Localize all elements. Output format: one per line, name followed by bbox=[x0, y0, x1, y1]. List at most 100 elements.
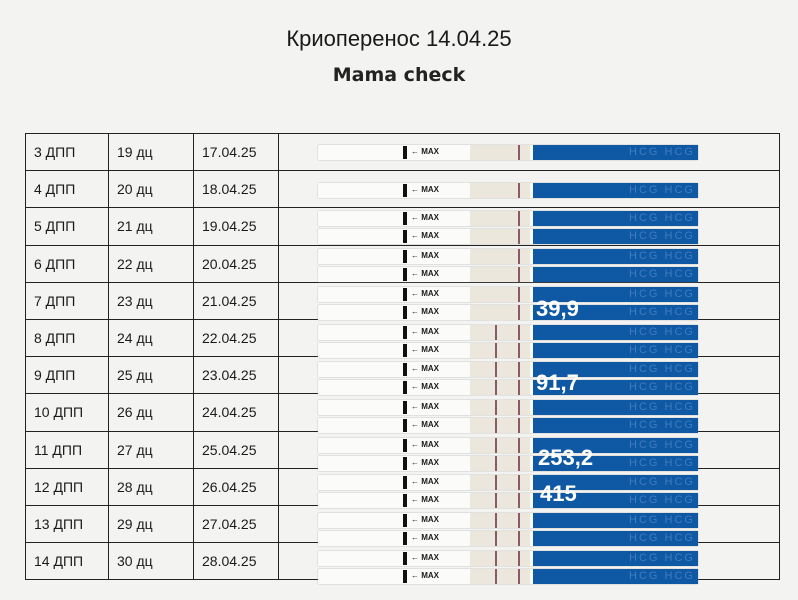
strip-brand-text: HCG HCG HCG HCG HCG HCG bbox=[629, 494, 697, 507]
test-strip: ← MAX HCG HCG HCG HCG HCG HCG bbox=[318, 455, 698, 471]
max-label: ← MAX bbox=[411, 344, 439, 354]
max-label: ← MAX bbox=[411, 213, 439, 223]
cell-dpp: 5 ДПП bbox=[25, 207, 109, 246]
test-line bbox=[495, 568, 497, 584]
strip-brand-text: HCG HCG HCG HCG HCG HCG bbox=[629, 569, 697, 582]
strip-handle: HCG HCG HCG HCG HCG HCG bbox=[533, 211, 698, 227]
cell-date: 24.04.25 bbox=[193, 393, 279, 432]
result-window bbox=[470, 304, 530, 320]
result-window bbox=[470, 211, 530, 227]
cell-dc: 20 дц bbox=[108, 170, 194, 209]
test-line bbox=[495, 455, 497, 471]
strip-brand-text: HCG HCG HCG HCG HCG HCG bbox=[629, 400, 697, 413]
test-line bbox=[495, 437, 497, 453]
max-label: ← MAX bbox=[411, 269, 439, 279]
test-line bbox=[495, 324, 497, 340]
cell-dc: 27 дц bbox=[108, 430, 194, 469]
strip-brand-text: HCG HCG HCG HCG HCG HCG bbox=[629, 418, 697, 431]
strip-handle: HCG HCG HCG HCG HCG HCG bbox=[533, 342, 698, 358]
strip-handle: HCG HCG HCG HCG HCG HCG bbox=[533, 286, 698, 302]
test-strip: ← MAX HCG HCG HCG HCG HCG HCG bbox=[318, 513, 698, 528]
test-line bbox=[495, 342, 497, 358]
control-line bbox=[518, 145, 520, 160]
strip-brand-text: HCG HCG HCG HCG HCG HCG bbox=[629, 325, 697, 338]
test-line bbox=[495, 513, 497, 528]
strip-brand-text: HCG HCG HCG HCG HCG HCG bbox=[629, 363, 697, 376]
test-line bbox=[495, 531, 497, 546]
max-band bbox=[403, 268, 407, 282]
result-window bbox=[470, 493, 530, 509]
test-strip: ← MAX HCG HCG HCG HCG HCG HCG bbox=[318, 417, 698, 433]
strip-brand-text: HCG HCG HCG HCG HCG HCG bbox=[629, 343, 697, 356]
result-window bbox=[470, 513, 530, 528]
result-window bbox=[470, 399, 530, 415]
max-band bbox=[403, 551, 407, 565]
cell-date: 23.04.25 bbox=[193, 356, 279, 395]
hcg-annotation: 415 bbox=[540, 481, 577, 506]
strip-handle: HCG HCG HCG HCG HCG HCG bbox=[533, 475, 698, 491]
cell-date: 28.04.25 bbox=[193, 542, 279, 581]
test-line bbox=[495, 380, 497, 396]
control-line bbox=[518, 267, 520, 283]
strip-handle: HCG HCG HCG HCG HCG HCG bbox=[533, 417, 698, 433]
max-band bbox=[403, 305, 407, 319]
control-line bbox=[518, 493, 520, 509]
result-window bbox=[470, 531, 530, 546]
control-line bbox=[518, 568, 520, 584]
strip-handle: HCG HCG HCG HCG HCG HCG bbox=[533, 304, 698, 320]
max-label: ← MAX bbox=[411, 477, 439, 487]
result-window bbox=[470, 267, 530, 283]
test-strip: ← MAX HCG HCG HCG HCG HCG HCG bbox=[318, 362, 698, 378]
strip-handle: HCG HCG HCG HCG HCG HCG bbox=[533, 550, 698, 566]
cell-dpp: 6 ДПП bbox=[25, 244, 109, 283]
max-band bbox=[403, 456, 407, 470]
test-strip: ← MAX HCG HCG HCG HCG HCG HCG bbox=[318, 286, 698, 302]
result-window bbox=[470, 145, 530, 160]
cell-dc: 28 дц bbox=[108, 467, 194, 506]
test-strip: ← MAX HCG HCG HCG HCG HCG HCG bbox=[318, 229, 698, 245]
max-label: ← MAX bbox=[411, 184, 439, 194]
strip-handle: HCG HCG HCG HCG HCG HCG bbox=[533, 362, 698, 378]
control-line bbox=[518, 417, 520, 433]
max-band bbox=[403, 514, 407, 527]
strip-handle: HCG HCG HCG HCG HCG HCG bbox=[533, 182, 698, 198]
strip-handle: HCG HCG HCG HCG HCG HCG bbox=[533, 493, 698, 509]
cell-date: 19.04.25 bbox=[193, 207, 279, 246]
cell-dpp: 13 ДПП bbox=[25, 504, 109, 544]
cell-date: 21.04.25 bbox=[193, 281, 279, 320]
control-line bbox=[518, 229, 520, 245]
test-strip: ← MAX HCG HCG HCG HCG HCG HCG bbox=[318, 304, 698, 320]
result-window bbox=[470, 475, 530, 491]
result-window bbox=[470, 380, 530, 396]
strip-brand-text: HCG HCG HCG HCG HCG HCG bbox=[629, 514, 697, 526]
test-strip: ← MAX HCG HCG HCG HCG HCG HCG bbox=[318, 399, 698, 415]
result-window bbox=[470, 455, 530, 471]
strip-brand-text: HCG HCG HCG HCG HCG HCG bbox=[629, 551, 697, 564]
control-line bbox=[518, 513, 520, 528]
cell-date: 17.04.25 bbox=[193, 132, 279, 172]
cell-dc: 25 дц bbox=[108, 356, 194, 395]
max-label: ← MAX bbox=[411, 382, 439, 392]
control-line bbox=[518, 304, 520, 320]
cell-dpp: 8 ДПП bbox=[25, 318, 109, 358]
max-label: ← MAX bbox=[411, 515, 439, 524]
max-band bbox=[403, 381, 407, 395]
control-line bbox=[518, 342, 520, 358]
control-line bbox=[518, 324, 520, 340]
max-label: ← MAX bbox=[411, 457, 439, 467]
control-line bbox=[518, 249, 520, 265]
strip-brand-text: HCG HCG HCG HCG HCG HCG bbox=[629, 532, 697, 544]
test-line bbox=[495, 550, 497, 566]
max-label: ← MAX bbox=[411, 439, 439, 449]
cell-dpp: 4 ДПП bbox=[25, 170, 109, 209]
strip-handle: HCG HCG HCG HCG HCG HCG bbox=[533, 568, 698, 584]
strip-brand-text: HCG HCG HCG HCG HCG HCG bbox=[629, 287, 697, 300]
strip-handle: HCG HCG HCG HCG HCG HCG bbox=[533, 513, 698, 528]
strip-brand-text: HCG HCG HCG HCG HCG HCG bbox=[629, 456, 697, 469]
result-window bbox=[470, 229, 530, 245]
strip-handle: HCG HCG HCG HCG HCG HCG bbox=[533, 399, 698, 415]
max-label: ← MAX bbox=[411, 364, 439, 374]
cell-dpp: 10 ДПП bbox=[25, 393, 109, 432]
test-line bbox=[495, 417, 497, 433]
cell-date: 22.04.25 bbox=[193, 318, 279, 358]
